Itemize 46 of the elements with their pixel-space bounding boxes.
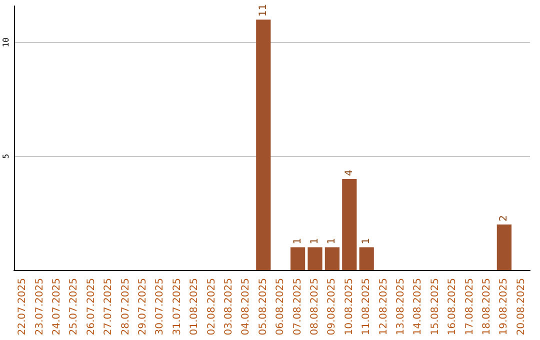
x-tick-label: 27.07.2025 [103,278,114,336]
x-tick-label: 28.07.2025 [120,278,132,336]
x-tick-label: 10.08.2025 [344,278,355,336]
x-tick-label: 25.07.2025 [68,278,80,336]
bar [359,247,374,270]
x-tick-label: 14.08.2025 [412,278,424,336]
x-tick-label: 17.08.2025 [464,278,476,336]
x-tick-label: 30.07.2025 [154,278,166,336]
x-tick-label: 07.08.2025 [292,278,304,336]
bar [256,20,271,270]
data-label: 1 [310,238,320,244]
x-tick-label: 04.08.2025 [240,278,252,336]
x-tick-label: 13.08.2025 [396,278,406,336]
x-tick-label: 22.07.2025 [17,278,28,336]
y-tick-label: 10 [2,37,10,48]
x-tick-label: 09.08.2025 [326,278,338,336]
x-tick-label: 29.07.2025 [138,278,148,336]
data-label: 4 [344,170,355,176]
bar [290,247,306,270]
x-tick-label: 19.08.2025 [498,278,510,336]
x-tick-label: 08.08.2025 [310,278,320,336]
x-tick-label: 20.08.2025 [516,278,527,336]
x-tick-label: 11.08.2025 [361,278,372,336]
x-tick-label: 05.08.2025 [258,278,269,336]
x-tick-label: 02.08.2025 [206,278,218,336]
bar [324,247,340,270]
x-tick-label: 03.08.2025 [224,278,234,336]
bar [342,178,357,270]
data-label: 1 [326,238,338,244]
x-tick-label: 26.07.2025 [86,278,97,336]
bar [308,247,322,270]
x-tick-label: 16.08.2025 [447,278,458,336]
x-tick-label: 15.08.2025 [430,278,441,336]
x-tick-label: 12.08.2025 [378,278,390,336]
data-label: 11 [258,4,269,17]
x-tick-label: 23.07.2025 [34,278,46,336]
x-tick-label: 06.08.2025 [275,278,286,336]
data-label: 2 [498,215,510,222]
y-tick-label: 5 [2,154,10,159]
x-tick-label: 24.07.2025 [52,278,62,336]
x-tick-label: 18.08.2025 [482,278,492,336]
data-label: 1 [292,238,304,244]
x-tick-label: 01.08.2025 [189,278,200,336]
bar [496,224,512,270]
data-label: 1 [361,238,372,244]
x-tick-label: 31.07.2025 [172,278,183,336]
